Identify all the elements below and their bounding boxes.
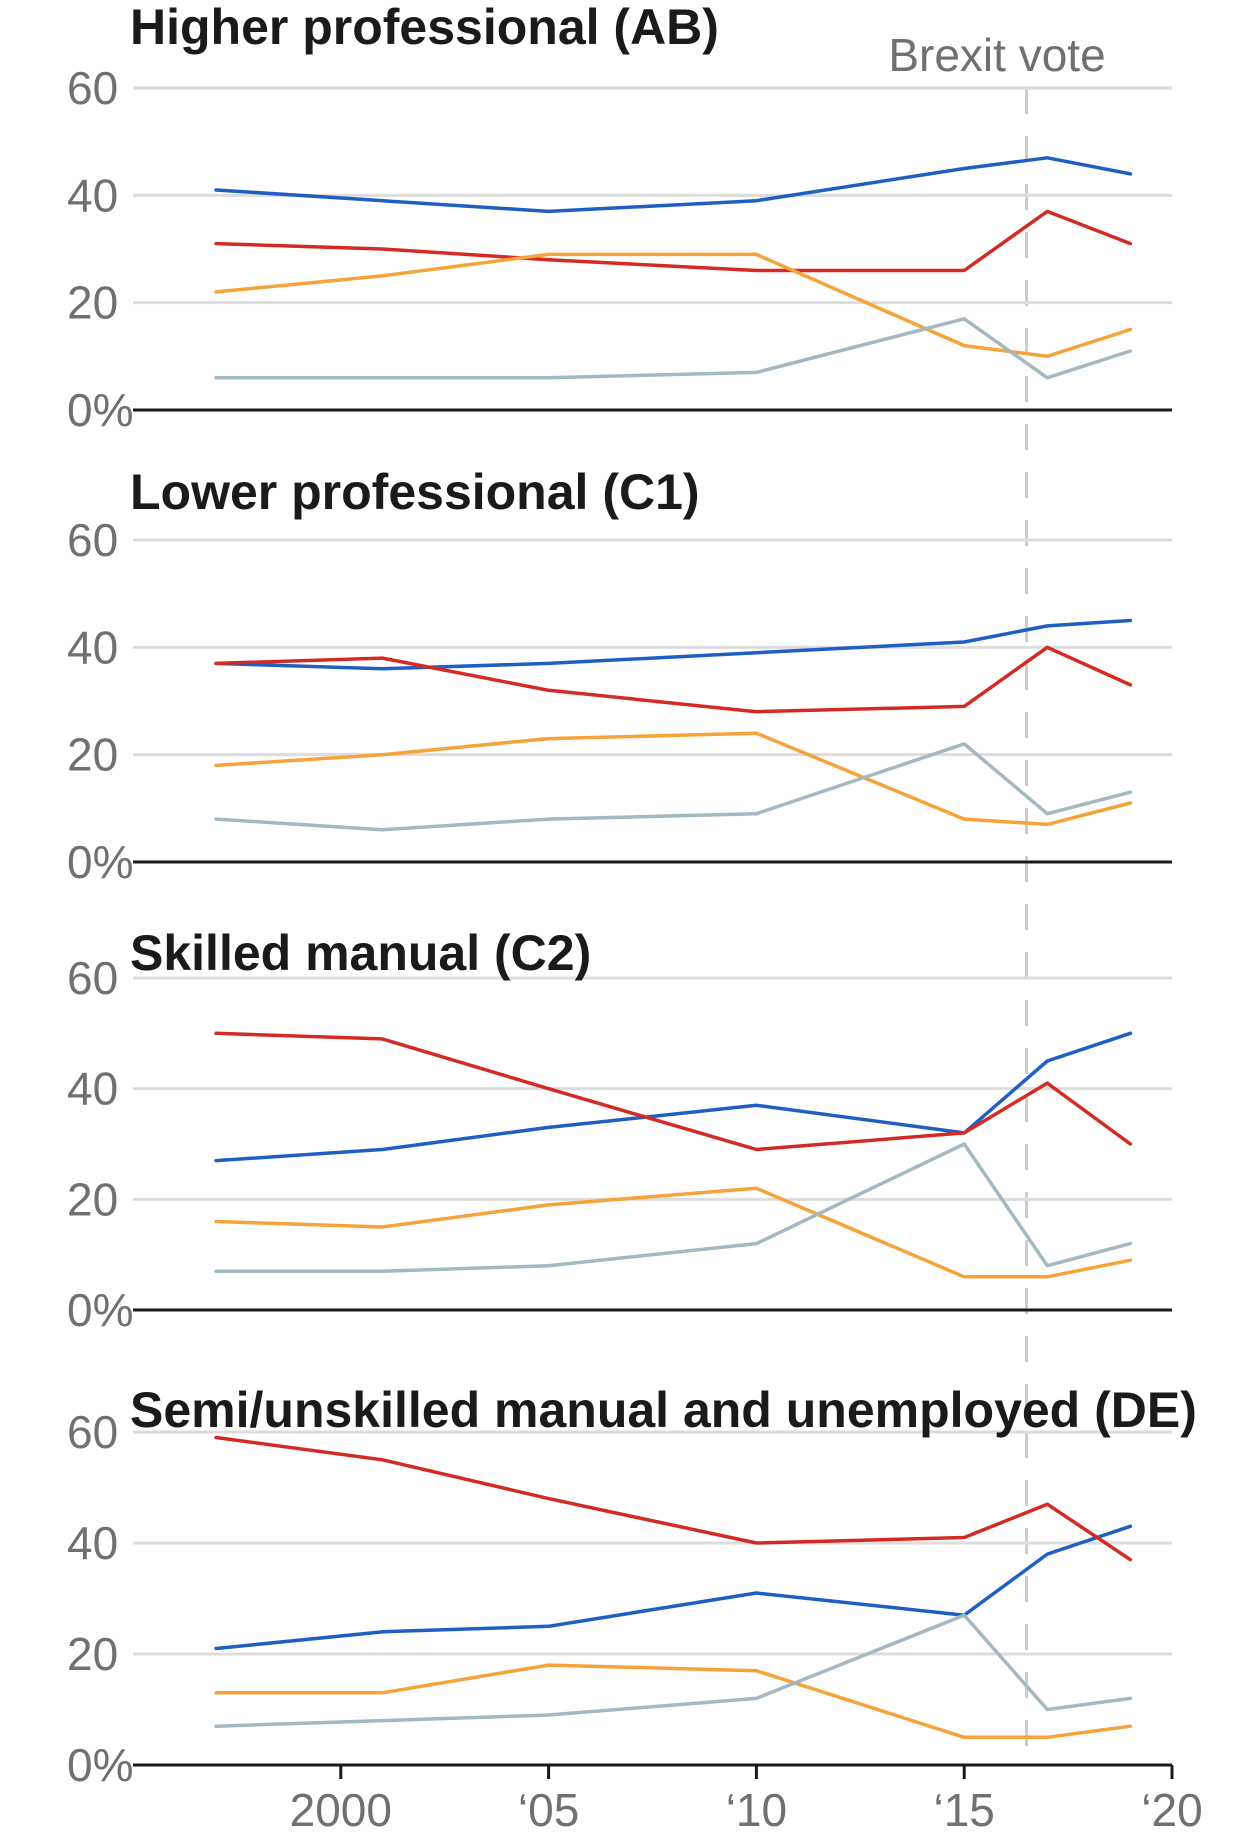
y-tick-label: 20 (67, 1173, 118, 1225)
series-line-blue (214, 156, 1133, 214)
series-line-red (214, 645, 1133, 714)
x-tick-label: ‘10 (726, 1784, 787, 1836)
series-line-red (214, 1435, 1133, 1562)
panel-title: Higher professional (AB) (130, 0, 719, 55)
y-tick-label: 40 (67, 169, 118, 221)
y-tick-label: 0% (67, 1284, 133, 1336)
panel-4: 0% 20 40 60 Semi/unskilled manual and unempl… (67, 1382, 1197, 1791)
series-line-blue (214, 618, 1133, 671)
panel-title: Lower professional (C1) (130, 464, 700, 520)
y-tick-label: 20 (67, 729, 118, 781)
y-tick-label: 20 (67, 277, 118, 329)
series-line-orange (214, 1186, 1133, 1279)
y-tick-label: 40 (67, 1517, 118, 1569)
series-line-red (214, 209, 1133, 273)
panel-title: Skilled manual (C2) (130, 925, 591, 981)
series-line-grey (214, 1613, 1133, 1728)
series-line-grey (214, 317, 1133, 380)
y-tick-label: 60 (67, 62, 118, 114)
y-tick-label: 0% (67, 836, 133, 888)
series-line-orange (214, 252, 1133, 359)
y-tick-label: 60 (67, 1406, 118, 1458)
y-tick-label: 0% (67, 384, 133, 436)
y-tick-label: 0% (67, 1739, 133, 1791)
y-tick-label: 60 (67, 952, 118, 1004)
series-line-blue (214, 1031, 1133, 1163)
series-line-orange (214, 1663, 1133, 1740)
y-tick-label: 40 (67, 621, 118, 673)
y-tick-label: 20 (67, 1628, 118, 1680)
y-tick-label: 60 (67, 514, 118, 566)
panel-3: 0% 20 40 60 Skilled manual (C2) (67, 925, 1172, 1336)
brexit-vote-label: Brexit vote (888, 29, 1105, 81)
series-line-grey (214, 742, 1133, 832)
x-tick-label: ‘15 (934, 1784, 995, 1836)
series-line-grey (214, 1142, 1133, 1274)
x-tick-label: 2000 (290, 1784, 392, 1836)
x-tick-label: ‘20 (1141, 1784, 1202, 1836)
series-line-red (214, 1031, 1133, 1152)
series-line-orange (214, 731, 1133, 827)
y-tick-label: 40 (67, 1063, 118, 1115)
series-line-blue (214, 1524, 1133, 1651)
panel-title: Semi/unskilled manual and unemployed (DE… (130, 1382, 1197, 1438)
x-tick-label: ‘05 (518, 1784, 579, 1836)
